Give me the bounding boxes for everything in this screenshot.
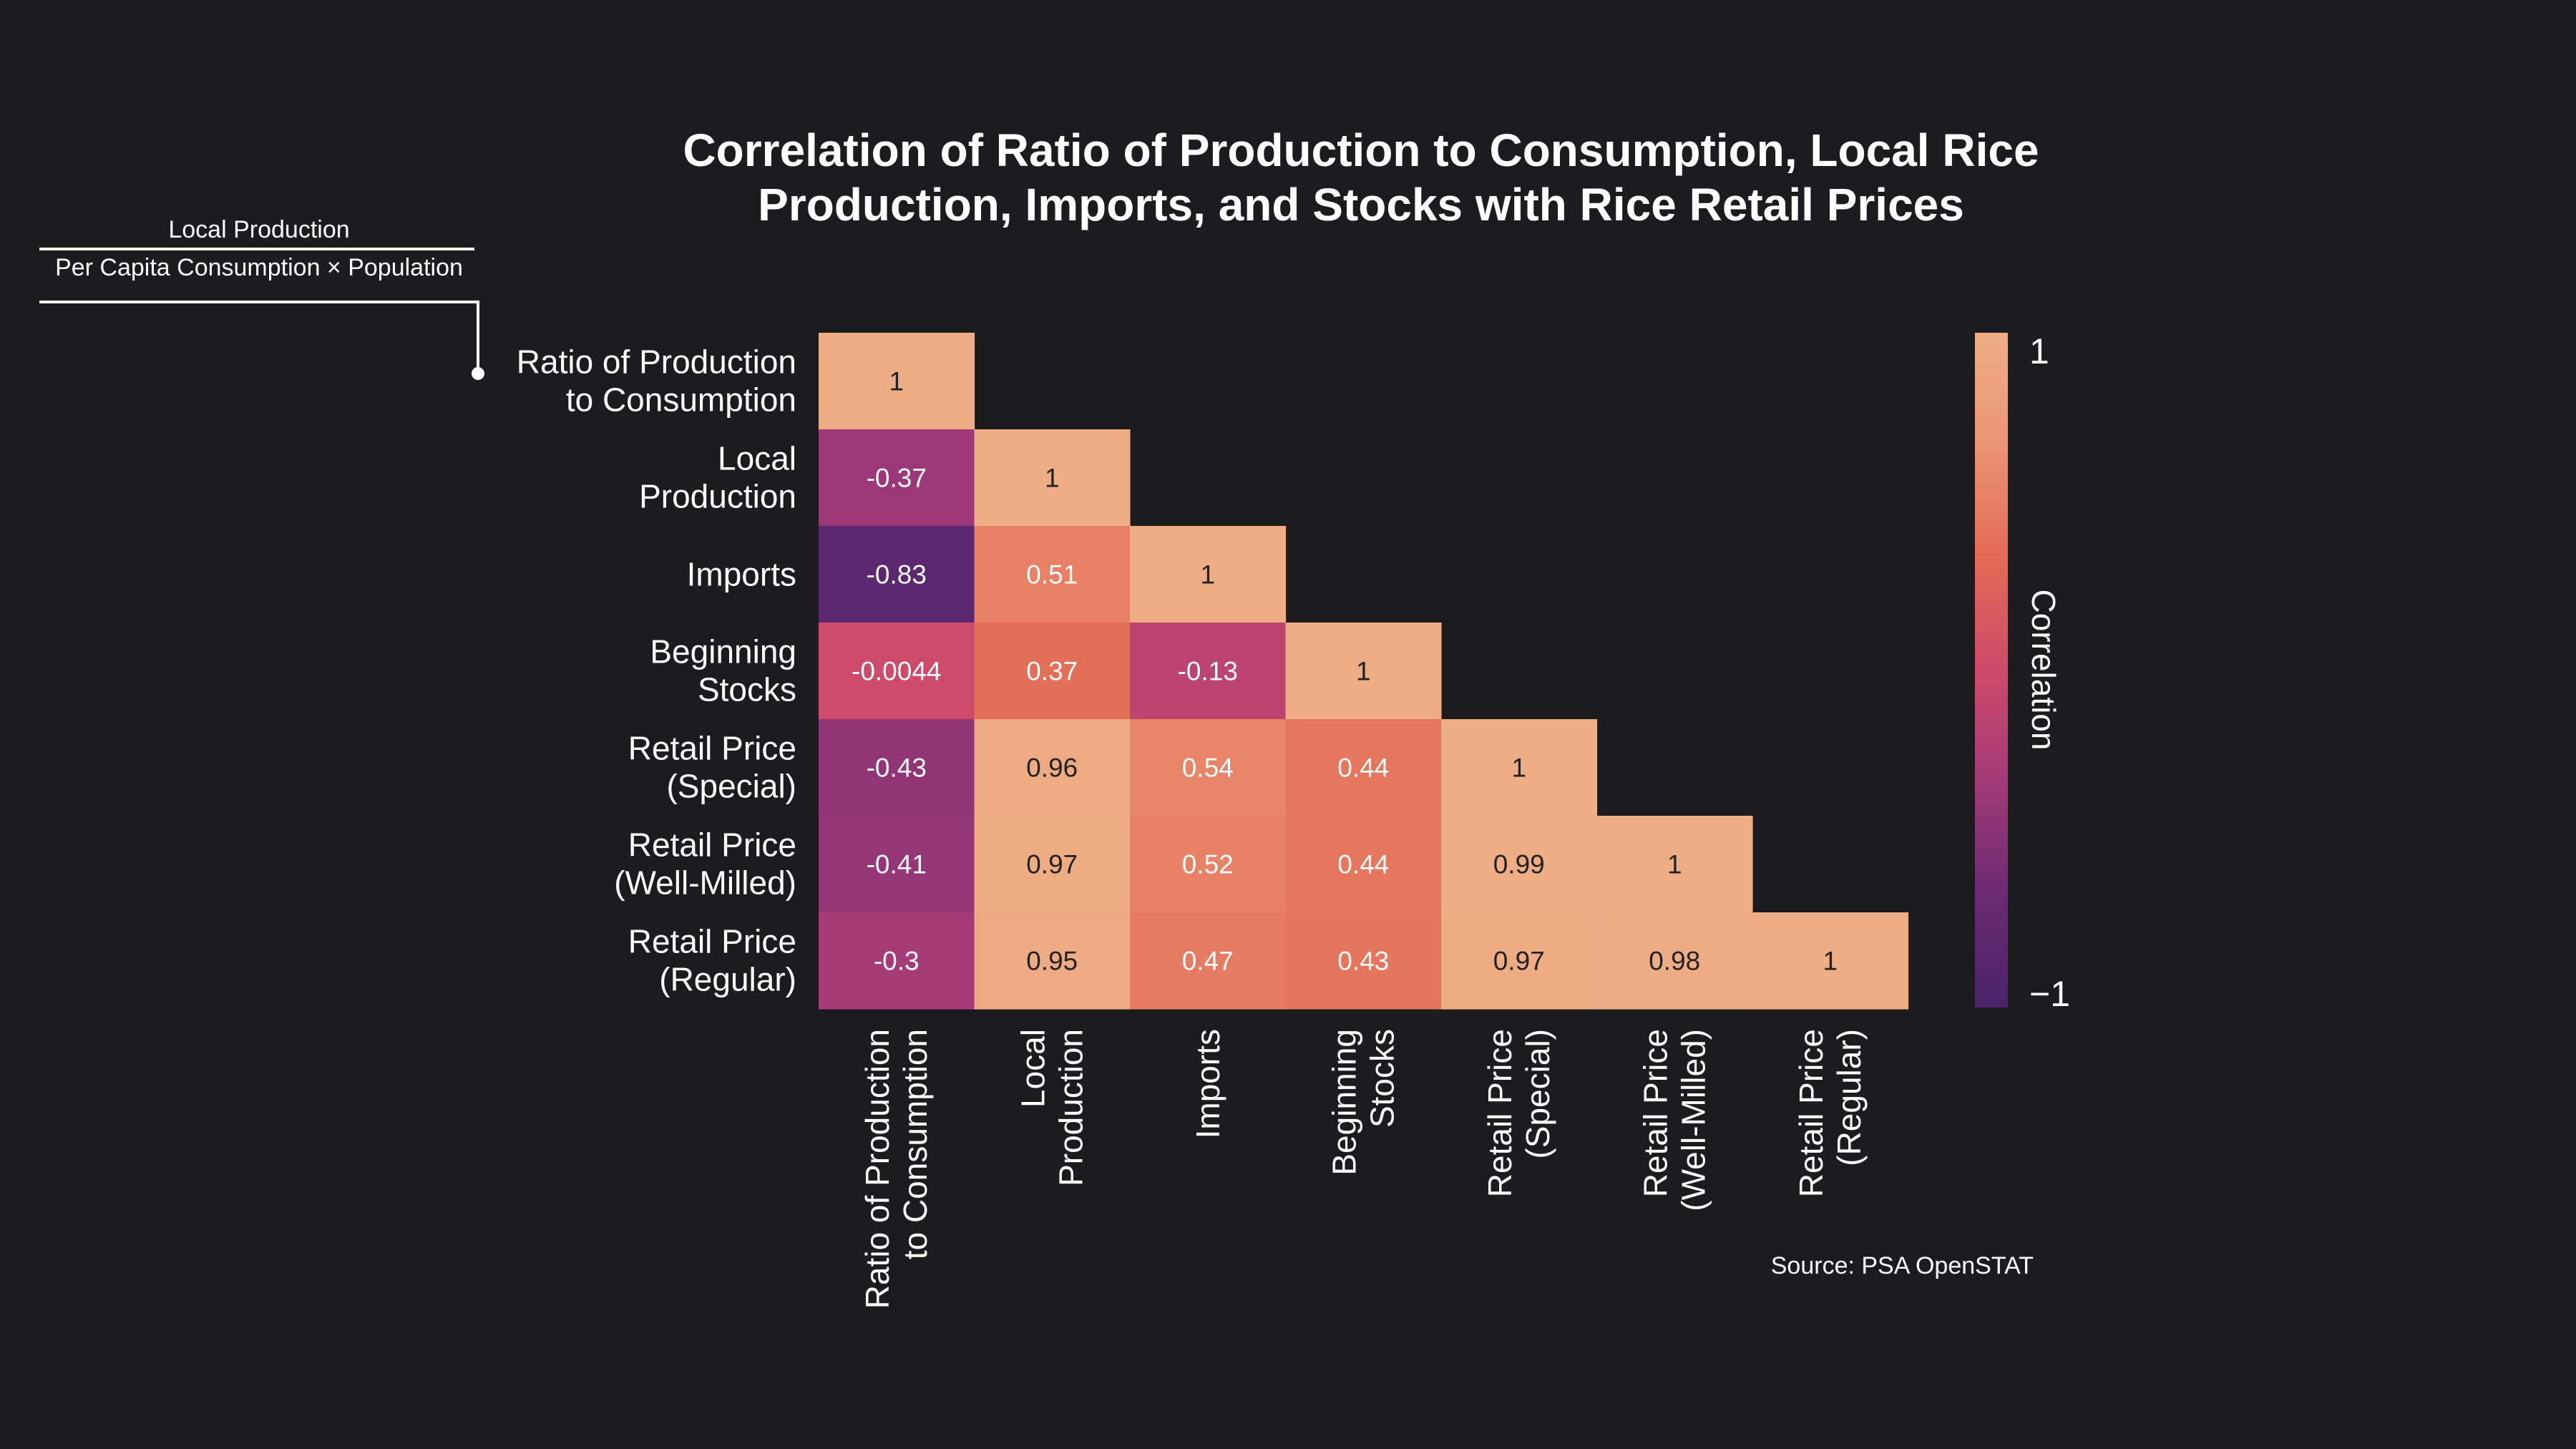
cell-value-label: 0.43 xyxy=(1337,947,1389,976)
row-label: Beginning xyxy=(650,633,796,670)
cell-value-label: 0.54 xyxy=(1182,753,1234,783)
column-label: (Special) xyxy=(1519,1029,1556,1159)
column-labels: Ratio of Production to Consumption Local Pr… xyxy=(859,1029,1868,1309)
source-note: Source: PSA OpenSTAT xyxy=(1771,1252,2034,1279)
colorbar-tick-min: −1 xyxy=(2029,974,2070,1014)
column-label: Retail Price xyxy=(1792,1029,1830,1197)
chart-title-line-1: Correlation of Ratio of Production to Co… xyxy=(683,125,2039,176)
heatmap-cell xyxy=(974,912,1131,1010)
cell-value-label: 0.44 xyxy=(1337,753,1389,783)
cell-value-label: -0.3 xyxy=(874,947,919,976)
heatmap-cell xyxy=(1130,816,1287,913)
column-label: Stocks xyxy=(1363,1029,1400,1128)
cell-value-label: -0.43 xyxy=(867,753,927,783)
row-label: (Special) xyxy=(666,768,796,805)
column-label: Retail Price xyxy=(1481,1029,1518,1197)
heatmap-cell xyxy=(1130,623,1287,720)
column-label: Beginning xyxy=(1325,1029,1362,1176)
cell-value-label: 0.37 xyxy=(1026,657,1078,686)
heatmap-cell xyxy=(819,623,975,720)
column-label: (Well-Milled) xyxy=(1674,1029,1712,1211)
colorbar-tick-max: 1 xyxy=(2029,331,2049,371)
heatmap-cell xyxy=(1130,526,1287,623)
heatmap-cell xyxy=(819,816,975,913)
heatmap-cell xyxy=(819,912,975,1010)
row-label: Production xyxy=(639,478,796,515)
cell-value-label: 0.97 xyxy=(1026,850,1078,879)
heatmap-cell xyxy=(1596,912,1753,1010)
formula-numerator: Local Production xyxy=(168,216,349,243)
column-label: Imports xyxy=(1189,1029,1226,1138)
cell-value-label: 0.47 xyxy=(1182,947,1234,976)
heatmap-cell xyxy=(819,526,975,623)
cell-value-label: -0.0044 xyxy=(852,657,942,686)
column-label: (Regular) xyxy=(1830,1029,1868,1166)
column-label: Ratio of Production xyxy=(859,1029,896,1309)
cell-value-label: 1 xyxy=(1200,560,1215,590)
cell-value-label: 0.95 xyxy=(1026,947,1078,976)
colorbar: 1 −1 Correlation xyxy=(1975,331,2070,1014)
cell-value-label: 0.44 xyxy=(1337,850,1389,879)
cell-value-label: 1 xyxy=(889,367,904,396)
row-label: Retail Price xyxy=(628,826,796,864)
cell-value-label: -0.83 xyxy=(867,560,927,590)
heatmap-cell xyxy=(974,719,1131,816)
formula-annotation: Local Production Per Capita Consumption … xyxy=(39,216,484,380)
heatmap-cell xyxy=(819,333,975,430)
heatmap-cell xyxy=(974,816,1131,913)
heatmap-cell xyxy=(1130,719,1287,816)
row-label: Stocks xyxy=(698,671,796,708)
heatmap-cell xyxy=(1285,912,1442,1010)
cell-value-label: 0.96 xyxy=(1026,753,1078,783)
cell-value-label: -0.13 xyxy=(1178,657,1238,686)
row-label: (Well-Milled) xyxy=(614,864,796,902)
row-label: Ratio of Production xyxy=(517,343,796,381)
formula-connector-dot xyxy=(472,367,484,380)
row-label: Retail Price xyxy=(628,923,796,960)
formula-connector-line xyxy=(39,301,479,374)
heatmap-cell xyxy=(1596,816,1753,913)
cell-value-label: 1 xyxy=(1823,947,1838,976)
colorbar-gradient xyxy=(1975,333,2008,1008)
cell-value-label: 0.51 xyxy=(1026,560,1078,590)
chart-title-line-2: Production, Imports, and Stocks with Ric… xyxy=(758,179,1964,230)
cell-value-label: 0.99 xyxy=(1493,850,1545,879)
row-label: (Regular) xyxy=(659,961,796,998)
column-label: Retail Price xyxy=(1636,1029,1674,1197)
heatmap-cell xyxy=(974,526,1131,623)
heatmap-cell xyxy=(819,429,975,527)
cell-value-label: -0.41 xyxy=(867,850,927,879)
cell-value-label: -0.37 xyxy=(867,464,927,493)
row-label: Retail Price xyxy=(628,730,796,767)
cell-value-label: 0.52 xyxy=(1182,850,1234,879)
cell-value-label: 0.98 xyxy=(1649,947,1700,976)
heatmap-cell xyxy=(819,719,975,816)
row-label: to Consumption xyxy=(566,381,796,419)
colorbar-label: Correlation xyxy=(2025,590,2062,751)
heatmap-cell xyxy=(1752,912,1909,1010)
row-label: Local xyxy=(718,440,796,477)
cell-value-label: 1 xyxy=(1356,657,1371,686)
heatmap-cell xyxy=(974,623,1131,720)
heatmap-cell xyxy=(1441,912,1598,1010)
cell-value-label: 1 xyxy=(1511,753,1526,783)
cell-value-label: 1 xyxy=(1045,464,1060,493)
heatmap-cell xyxy=(1285,816,1442,913)
heatmap-cells: 1 -0.37 1 -0.83 0.51 1 -0.0044 0.37 -0.13 1 -0.43 0… xyxy=(819,333,1909,1010)
cell-value-label: 1 xyxy=(1667,850,1682,879)
column-label: Local xyxy=(1014,1029,1051,1108)
heatmap-cell xyxy=(974,429,1131,527)
heatmap-cell xyxy=(1285,623,1442,720)
column-label: to Consumption xyxy=(897,1029,934,1259)
heatmap-cell xyxy=(1285,719,1442,816)
column-label: Production xyxy=(1052,1029,1089,1186)
cell-value-label: 0.97 xyxy=(1493,947,1545,976)
heatmap-cell xyxy=(1441,719,1598,816)
heatmap-cell xyxy=(1441,816,1598,913)
heatmap-cell xyxy=(1130,912,1287,1010)
formula-denominator: Per Capita Consumption × Population xyxy=(55,254,463,281)
row-label: Imports xyxy=(687,556,796,593)
